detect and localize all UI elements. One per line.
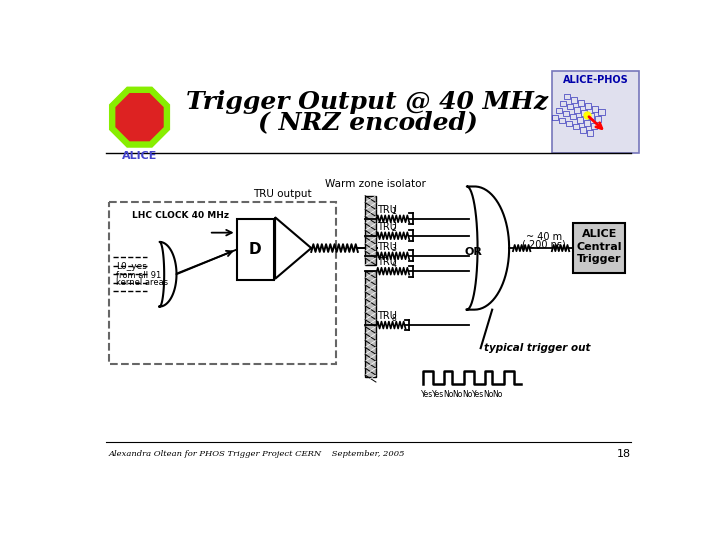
Text: Central: Central [577,241,622,252]
Bar [365,271,376,377]
Bar [559,118,565,123]
Bar [577,100,584,106]
Text: 8: 8 [392,314,396,322]
Text: Yes: Yes [472,390,485,399]
Text: No: No [483,390,493,399]
Text: TRU: TRU [377,257,397,267]
Bar [567,104,573,110]
Bar [571,97,577,103]
Text: TRU output: TRU output [253,189,312,199]
Bar [552,71,639,153]
Text: Warm zone isolator: Warm zone isolator [325,179,426,189]
Text: TRU: TRU [377,311,397,321]
Bar [592,106,598,112]
Text: No: No [492,390,503,399]
Text: 2: 2 [392,224,396,233]
Text: Alexandra Oltean for PHOS Trigger Project CERN    September, 2005: Alexandra Oltean for PHOS Trigger Projec… [109,450,405,458]
Bar [580,127,586,132]
Text: No: No [452,390,463,399]
Bar [237,219,274,280]
Bar [588,113,594,119]
Bar [577,117,583,123]
Text: Yes: Yes [421,390,433,399]
Polygon shape [275,217,311,279]
Bar [581,110,587,116]
Text: LHC CLOCK 40 MHz: LHC CLOCK 40 MHz [132,211,229,220]
Text: ( NRZ encoded): ( NRZ encoded) [258,111,477,134]
Text: Yes: Yes [432,390,444,399]
Text: from all 91: from all 91 [117,271,162,280]
Text: 3: 3 [392,244,396,253]
Bar [574,107,580,112]
Bar [552,115,559,120]
Text: 18: 18 [616,449,631,458]
Bar [566,121,572,126]
Text: ALICE: ALICE [122,151,157,161]
Bar [585,103,590,109]
Text: Trigger: Trigger [577,254,621,264]
Text: TRU: TRU [377,241,397,252]
Text: TRU: TRU [377,205,397,214]
Bar [587,130,593,136]
Bar [564,94,570,99]
Text: 1: 1 [392,207,396,217]
Bar [365,195,376,265]
Bar [109,202,336,363]
Bar [573,124,579,130]
Text: D: D [248,242,261,257]
Text: No: No [462,390,473,399]
Text: ALICE: ALICE [582,229,617,239]
Bar [595,117,600,122]
Text: No: No [443,390,454,399]
Bar [590,123,597,129]
Polygon shape [116,93,163,140]
Text: 4: 4 [392,260,396,269]
Text: L0_yes: L0_yes [117,262,148,271]
Bar [598,110,605,115]
Bar [584,120,590,126]
Text: typical trigger out: typical trigger out [485,343,591,353]
Polygon shape [109,87,169,147]
Text: ~ 40 m: ~ 40 m [526,232,562,241]
Bar [560,101,566,106]
Bar [563,111,570,117]
Polygon shape [467,186,509,309]
Text: TRU: TRU [377,221,397,232]
Text: Trigger Output @ 40 MHz: Trigger Output @ 40 MHz [186,90,549,114]
Bar [570,114,576,119]
Bar [556,108,562,113]
Bar [573,224,626,273]
Polygon shape [160,242,176,307]
Text: ( 200 ns): ( 200 ns) [522,240,566,250]
Text: kernel areas: kernel areas [117,278,168,287]
Text: ALICE-PHOS: ALICE-PHOS [562,75,629,85]
Text: OR: OR [464,247,482,257]
